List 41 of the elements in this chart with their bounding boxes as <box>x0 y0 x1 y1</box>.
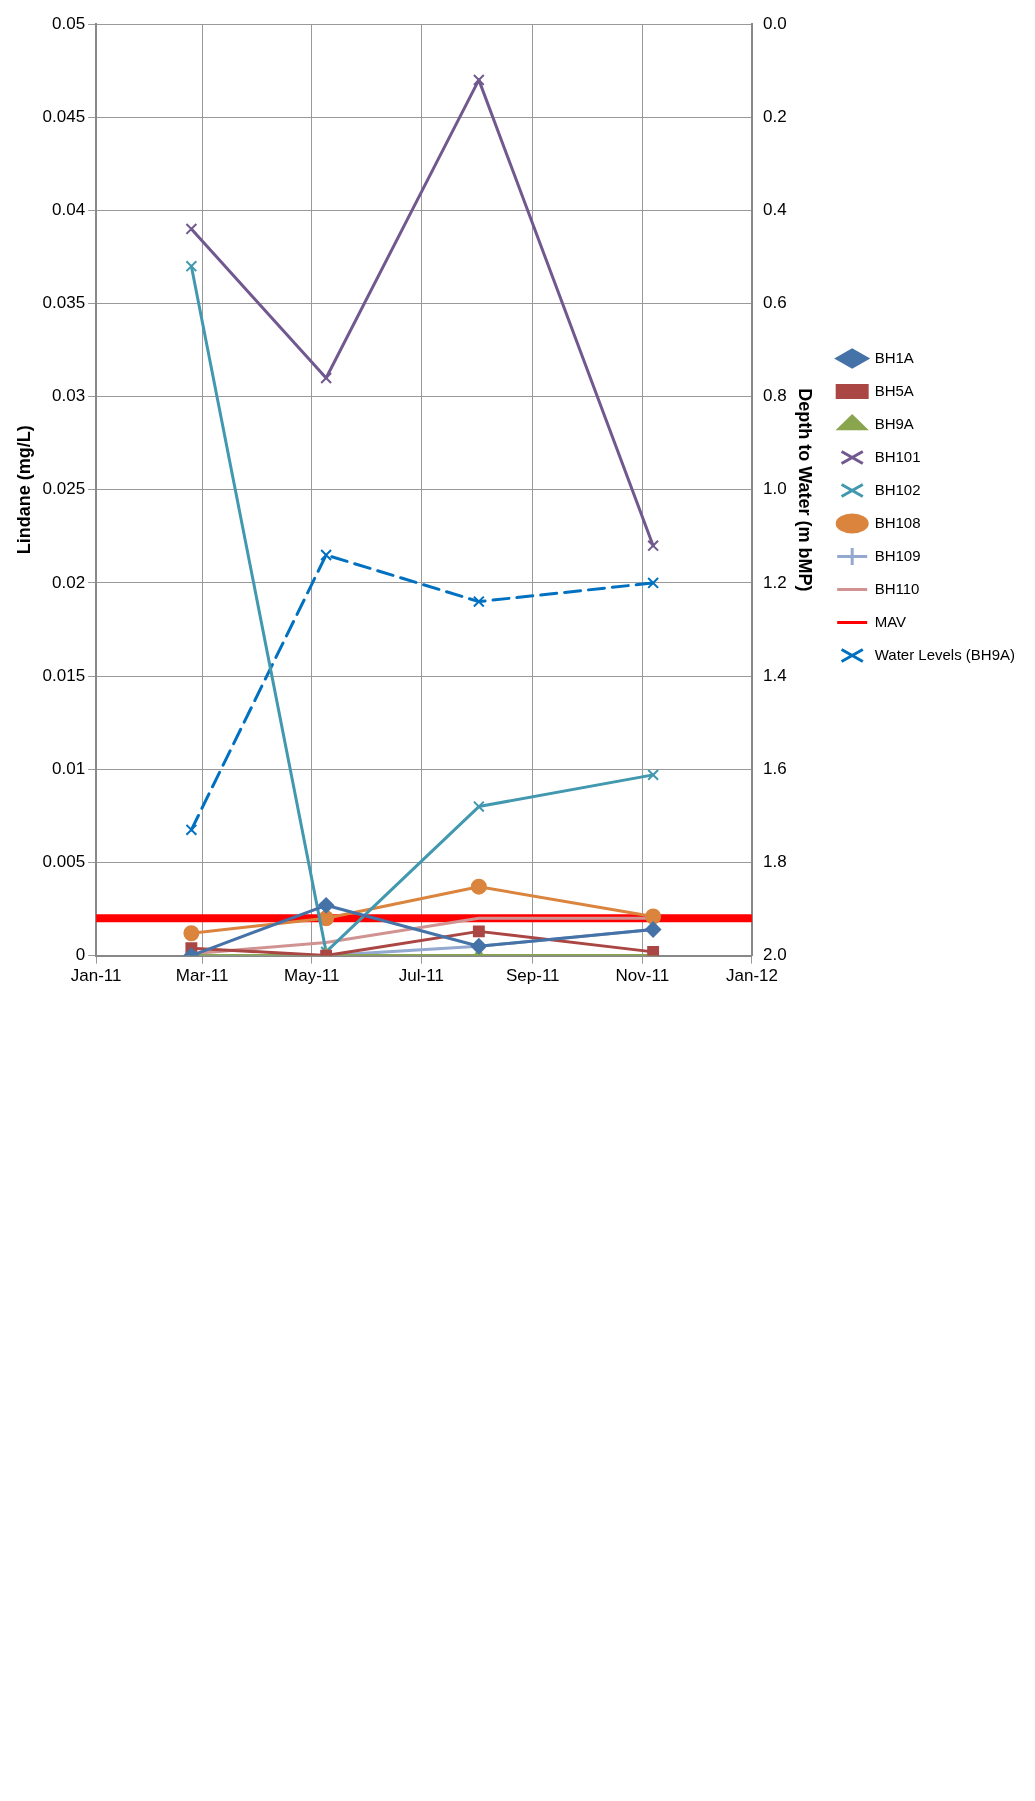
y-tick-label: 0.05 <box>52 13 86 33</box>
y2-tick-label: 1.6 <box>762 758 787 778</box>
x-tick-label: Jan-11 <box>70 966 122 986</box>
x-tick-label: Jul-11 <box>398 966 444 986</box>
legend-label: MAV <box>874 612 907 630</box>
y-tick-label: 0.04 <box>52 200 86 220</box>
y-tick-label: 0.015 <box>42 665 86 685</box>
x-tick-label: Sep-11 <box>505 966 560 986</box>
legend-label: BH102 <box>874 480 921 498</box>
y2-axis-title: Depth to Water (m bMP) <box>795 388 816 592</box>
legend-label: BH9A <box>874 414 914 432</box>
x-tick-label: Nov-11 <box>615 966 670 986</box>
y-tick-label: 0.01 <box>52 758 86 778</box>
y-tick-label: 0 <box>75 945 86 965</box>
legend-label: BH108 <box>874 513 921 531</box>
y-tick-label: 0.02 <box>52 572 86 592</box>
legend-label: BH5A <box>874 381 914 399</box>
y2-tick-label: 0.8 <box>762 386 787 406</box>
y-tick-label: 0.025 <box>42 479 86 499</box>
legend-label: BH110 <box>874 579 920 597</box>
y2-tick-label: 1.2 <box>762 572 787 592</box>
y-tick-label: 0.005 <box>42 852 86 872</box>
y-tick-label: 0.045 <box>42 106 86 126</box>
y2-tick-label: 2.0 <box>762 945 787 965</box>
y2-tick-label: 0.0 <box>762 13 787 33</box>
y2-tick-label: 0.6 <box>762 293 787 313</box>
y-tick-label: 0.035 <box>42 293 86 313</box>
y-axis-title: Lindane (mg/L) <box>13 425 34 555</box>
y2-tick-label: 1.8 <box>762 852 787 872</box>
legend-label: Water Levels (BH9A) <box>874 645 1016 663</box>
y2-tick-label: 1.4 <box>762 665 787 685</box>
legend-label: BH101 <box>874 447 921 465</box>
x-tick-label: Mar-11 <box>175 966 229 986</box>
y2-tick-label: 0.4 <box>762 200 787 220</box>
legend-label: BH109 <box>874 546 921 564</box>
x-tick-label: May-11 <box>284 966 340 986</box>
y-tick-label: 0.03 <box>52 386 86 406</box>
x-tick-label: Jan-12 <box>725 966 778 986</box>
legend-label: BH1A <box>874 348 914 366</box>
y2-tick-label: 1.0 <box>762 479 787 499</box>
y2-tick-label: 0.2 <box>762 106 787 126</box>
